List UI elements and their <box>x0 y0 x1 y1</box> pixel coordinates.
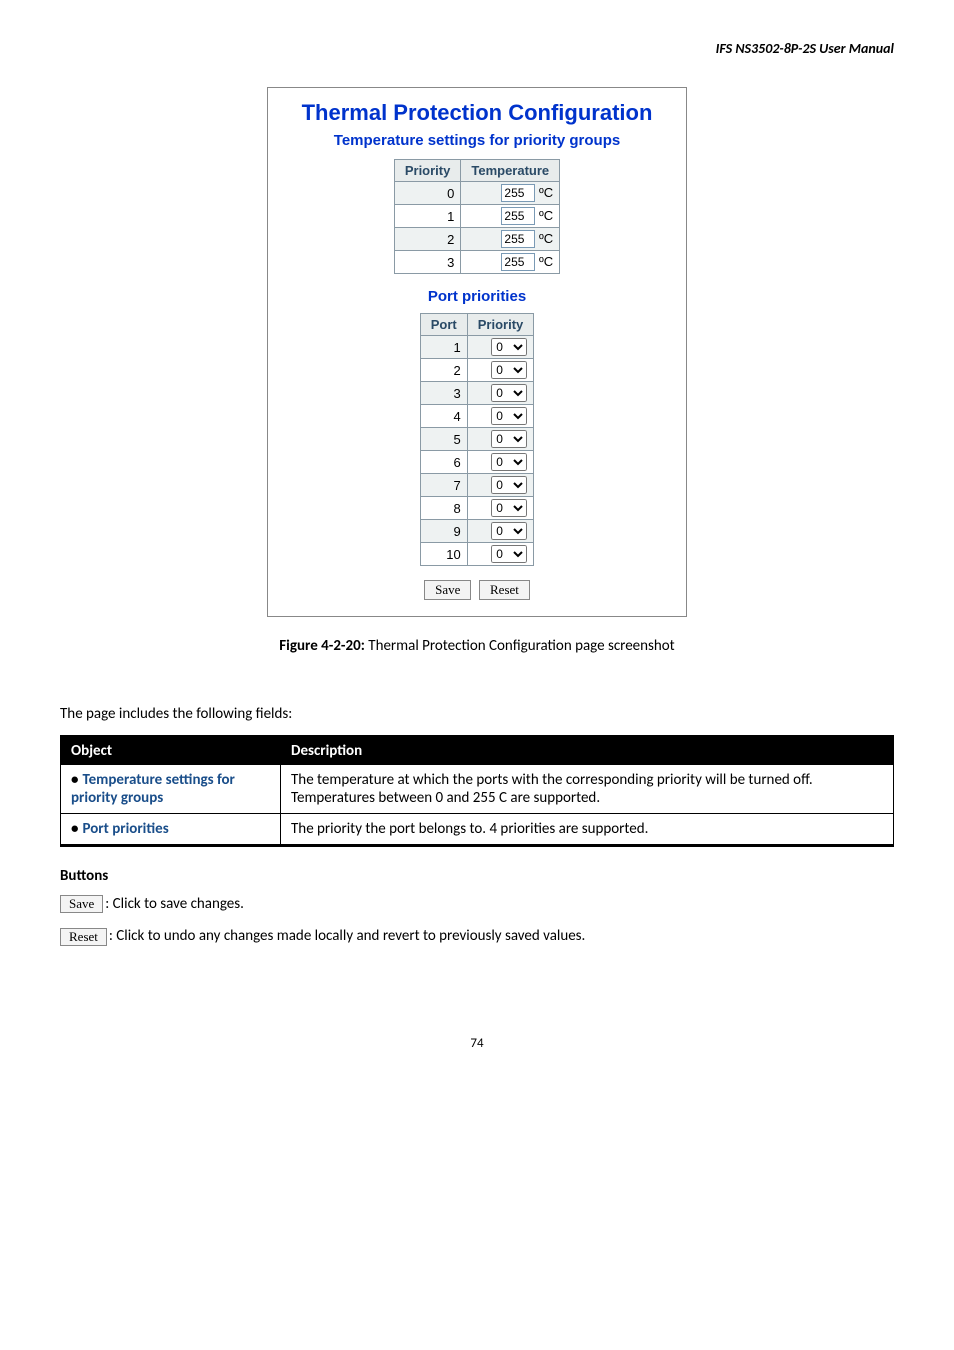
port-cell: 6 <box>420 451 467 474</box>
table-row: 10 0 <box>420 543 534 566</box>
table-row: 1 ºC <box>394 205 559 228</box>
temperature-cell: ºC <box>461 251 560 274</box>
priority-select-cell: 0 <box>467 543 534 566</box>
unit-label: ºC <box>539 208 553 223</box>
table-row: 90 <box>420 520 534 543</box>
priority-select[interactable]: 0 <box>491 476 527 494</box>
page-number: 74 <box>60 1036 894 1051</box>
object-cell: •Port priorities <box>61 814 281 846</box>
table-row: 3 ºC <box>394 251 559 274</box>
object-cell: •Temperature settings for priority group… <box>61 765 281 814</box>
priority-select-cell: 0 <box>467 405 534 428</box>
manual-header: IFS NS3502-8P-2S User Manual <box>60 40 894 57</box>
priority-select[interactable]: 0 <box>491 361 527 379</box>
unit-label: ºC <box>539 185 553 200</box>
priority-cell: 2 <box>394 228 461 251</box>
reset-button[interactable]: Reset <box>479 580 530 600</box>
port-cell: 9 <box>420 520 467 543</box>
priority-select[interactable]: 0 <box>491 522 527 540</box>
priority-select[interactable]: 0 <box>491 430 527 448</box>
table-row: 80 <box>420 497 534 520</box>
object-label: Port priorities <box>82 820 168 838</box>
priority-select[interactable]: 0 <box>491 453 527 471</box>
table-row: •Port priorities The priority the port b… <box>61 814 894 846</box>
priority-select-cell: 0 <box>467 336 534 359</box>
priority-select-cell: 0 <box>467 428 534 451</box>
temperature-cell: ºC <box>461 228 560 251</box>
th-port: Port <box>420 314 467 336</box>
temperature-input[interactable] <box>501 253 535 271</box>
table-row: 30 <box>420 382 534 405</box>
temperature-cell: ºC <box>461 182 560 205</box>
priority-select[interactable]: 0 <box>491 384 527 402</box>
priority-cell: 1 <box>394 205 461 228</box>
priority-select-cell: 0 <box>467 359 534 382</box>
port-cell: 10 <box>420 543 467 566</box>
priority-select-cell: 0 <box>467 520 534 543</box>
table-row: 0 ºC <box>394 182 559 205</box>
save-text: : Click to save changes. <box>105 895 244 913</box>
table-row: 50 <box>420 428 534 451</box>
priority-select-cell: 0 <box>467 497 534 520</box>
table-row: 20 <box>420 359 534 382</box>
table-row: 40 <box>420 405 534 428</box>
priority-cell: 3 <box>394 251 461 274</box>
button-row: Save Reset <box>278 580 676 600</box>
save-button-description: Save: Click to save changes. <box>60 895 894 913</box>
save-button[interactable]: Save <box>424 580 471 600</box>
th-temperature: Temperature <box>461 160 560 182</box>
buttons-heading: Buttons <box>60 867 894 885</box>
unit-label: ºC <box>539 254 553 269</box>
port-cell: 1 <box>420 336 467 359</box>
screenshot-title: Thermal Protection Configuration <box>278 100 676 126</box>
port-cell: 3 <box>420 382 467 405</box>
table-row: •Temperature settings for priority group… <box>61 765 894 814</box>
table-row: 70 <box>420 474 534 497</box>
object-label: Temperature settings for priority groups <box>71 771 235 807</box>
description-cell: The priority the port belongs to. 4 prio… <box>281 814 894 846</box>
priority-cell: 0 <box>394 182 461 205</box>
table-row: 60 <box>420 451 534 474</box>
lead-text: The page includes the following fields: <box>60 705 894 723</box>
temperature-table: Priority Temperature 0 ºC 1 ºC 2 ºC 3 <box>394 159 560 274</box>
priority-select[interactable]: 0 <box>491 499 527 517</box>
screenshot-subtitle: Temperature settings for priority groups <box>278 132 676 149</box>
config-screenshot: Thermal Protection Configuration Tempera… <box>267 87 687 617</box>
temperature-input[interactable] <box>501 207 535 225</box>
figure-text: Thermal Protection Configuration page sc… <box>365 637 675 655</box>
port-priorities-heading: Port priorities <box>278 288 676 305</box>
th-priority: Priority <box>394 160 461 182</box>
th-description: Description <box>281 737 894 765</box>
reset-button-description: Reset: Click to undo any changes made lo… <box>60 927 894 945</box>
temperature-input[interactable] <box>501 230 535 248</box>
table-row: 2 ºC <box>394 228 559 251</box>
port-cell: 8 <box>420 497 467 520</box>
table-row: 10 <box>420 336 534 359</box>
priority-select-cell: 0 <box>467 451 534 474</box>
field-description-table: Object Description •Temperature settings… <box>60 735 894 847</box>
figure-caption: Figure 4-2-20: Thermal Protection Config… <box>60 637 894 655</box>
port-cell: 4 <box>420 405 467 428</box>
priority-select[interactable]: 0 <box>491 338 527 356</box>
priority-select-cell: 0 <box>467 382 534 405</box>
reset-text: : Click to undo any changes made locally… <box>109 927 585 945</box>
th-object: Object <box>61 737 281 765</box>
description-cell: The temperature at which the ports with … <box>281 765 894 814</box>
port-cell: 5 <box>420 428 467 451</box>
save-button-inline: Save <box>60 895 103 913</box>
temperature-input[interactable] <box>501 184 535 202</box>
port-priorities-table: Port Priority 10 20 30 40 50 60 70 80 90… <box>420 313 535 566</box>
port-cell: 7 <box>420 474 467 497</box>
temperature-cell: ºC <box>461 205 560 228</box>
figure-label: Figure 4-2-20: <box>279 637 365 655</box>
priority-select[interactable]: 0 <box>491 407 527 425</box>
unit-label: ºC <box>539 231 553 246</box>
priority-select-cell: 0 <box>467 474 534 497</box>
th-priority: Priority <box>467 314 534 336</box>
port-cell: 2 <box>420 359 467 382</box>
priority-select[interactable]: 0 <box>491 545 527 563</box>
reset-button-inline: Reset <box>60 928 107 946</box>
